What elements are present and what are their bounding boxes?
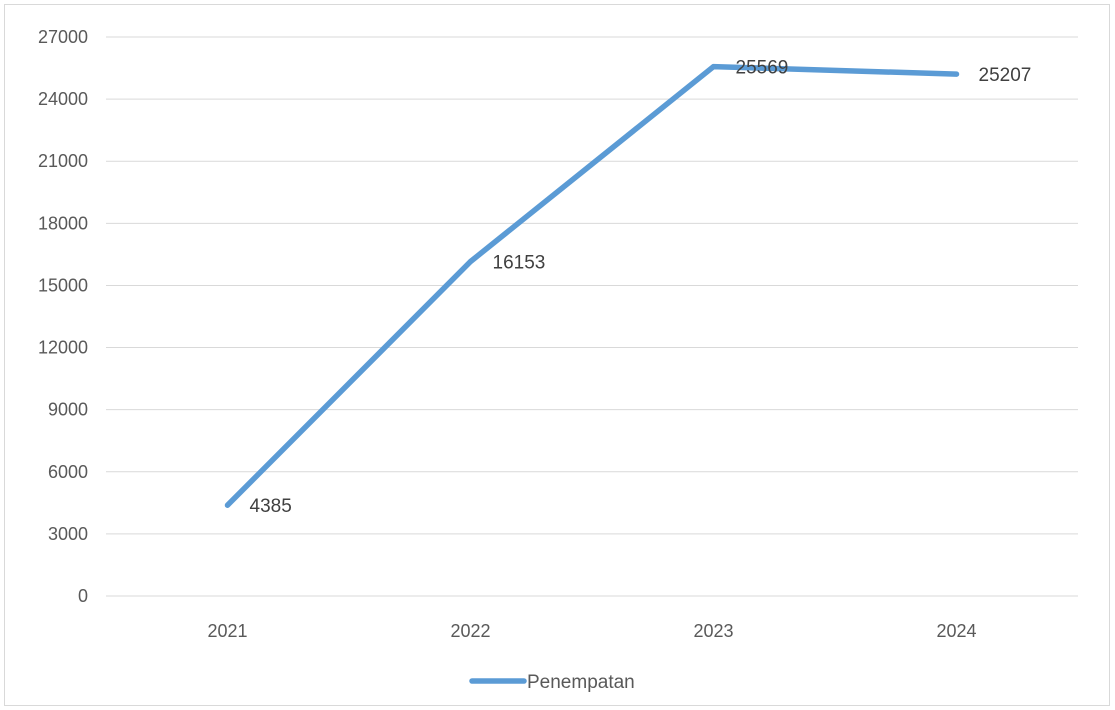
y-tick-label: 6000 (48, 462, 88, 482)
x-tick-label: 2022 (450, 621, 490, 641)
x-tick-label: 2024 (936, 621, 976, 641)
series-layer (224, 63, 960, 508)
legend-entry-penempatan: Penempatan (527, 672, 635, 693)
data-point (468, 259, 473, 265)
y-tick-label: 27000 (38, 27, 88, 47)
x-axis-tick-labels: 2021 2022 2023 2024 (207, 621, 976, 641)
data-label: 25207 (979, 65, 1032, 86)
x-tick-label: 2021 (207, 621, 247, 641)
y-tick-label: 18000 (38, 213, 88, 233)
data-point (225, 502, 230, 508)
data-point (954, 71, 959, 77)
y-axis-tick-labels: 0 3000 6000 9000 12000 15000 18000 21000 24000 27… (38, 27, 88, 606)
y-tick-label: 12000 (38, 338, 88, 358)
y-tick-label: 15000 (38, 275, 88, 295)
gridlines (106, 36, 1078, 597)
data-label: 25569 (736, 58, 789, 79)
chart-area (4, 4, 1110, 706)
x-tick-label: 2023 (693, 621, 733, 641)
series-line-penempatan (224, 63, 960, 508)
data-label: 4385 (250, 496, 292, 517)
y-tick-label: 21000 (38, 151, 88, 171)
y-tick-label: 3000 (48, 524, 88, 544)
y-tick-label: 24000 (38, 89, 88, 109)
data-labels: 4385 16153 25569 25207 (250, 58, 1032, 518)
y-tick-label: 9000 (48, 400, 88, 420)
legend: Penempatan (469, 672, 635, 693)
data-point (711, 64, 716, 70)
data-label: 16153 (493, 253, 546, 274)
y-tick-label: 0 (78, 586, 88, 606)
